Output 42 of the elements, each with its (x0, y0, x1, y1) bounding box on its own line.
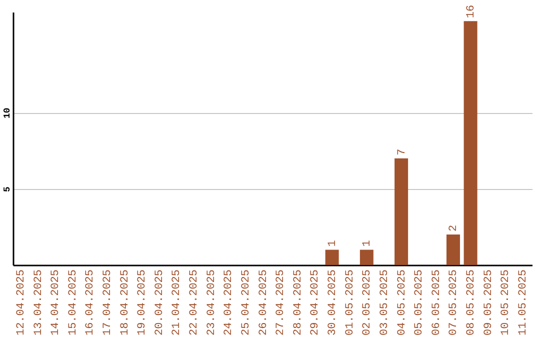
x-tick-label: 19.04.2025 (136, 270, 149, 336)
bar (360, 250, 374, 265)
data-label: 7 (396, 148, 408, 156)
x-tick-label: 20.04.2025 (154, 270, 166, 336)
y-tick-label: 5 (2, 186, 12, 192)
x-tick-label: 03.05.2025 (378, 270, 391, 336)
x-tick-label: 21.04.2025 (171, 270, 184, 336)
x-tick-label: 07.05.2025 (448, 270, 460, 336)
bar (446, 234, 460, 265)
x-tick-label: 22.04.2025 (188, 270, 201, 336)
x-tick-label: 04.05.2025 (396, 270, 408, 336)
x-tick-label: 08.05.2025 (466, 270, 478, 336)
x-tick-label: 06.05.2025 (430, 270, 443, 336)
x-tick-label: 28.04.2025 (292, 270, 304, 336)
x-tick-label: 15.04.2025 (67, 270, 80, 336)
data-label: 1 (327, 240, 340, 247)
x-tick-label: 12.04.2025 (15, 270, 28, 336)
y-tick-label: 10 (2, 108, 12, 118)
x-tick-label: 01.05.2025 (344, 270, 356, 336)
x-tick-label: 13.04.2025 (32, 270, 45, 336)
x-tick-label: 14.04.2025 (50, 270, 62, 336)
data-label: 2 (448, 224, 460, 232)
x-tick-label: 05.05.2025 (414, 270, 426, 336)
data-label: 1 (362, 240, 374, 247)
x-tick-label: 11.05.2025 (517, 270, 530, 336)
x-tick-label: 18.04.2025 (119, 270, 132, 336)
x-tick-label: 24.04.2025 (223, 270, 236, 336)
bar (325, 250, 339, 265)
x-tick-label: 09.05.2025 (482, 270, 495, 336)
x-tick-label: 23.04.2025 (206, 270, 218, 336)
x-tick-label: 25.04.2025 (240, 270, 252, 336)
x-tick-label: 02.05.2025 (362, 270, 374, 336)
x-tick-label: 10.05.2025 (500, 270, 512, 336)
bar (464, 21, 478, 265)
x-tick-label: 30.04.2025 (327, 270, 340, 336)
data-label: 16 (466, 4, 478, 18)
x-tick-label: 17.04.2025 (102, 270, 114, 336)
bar (394, 158, 408, 265)
x-tick-label: 16.04.2025 (84, 270, 97, 336)
x-tick-label: 26.04.2025 (258, 270, 270, 336)
x-tick-label: 27.04.2025 (275, 270, 288, 336)
x-tick-label: 29.04.2025 (310, 270, 322, 336)
